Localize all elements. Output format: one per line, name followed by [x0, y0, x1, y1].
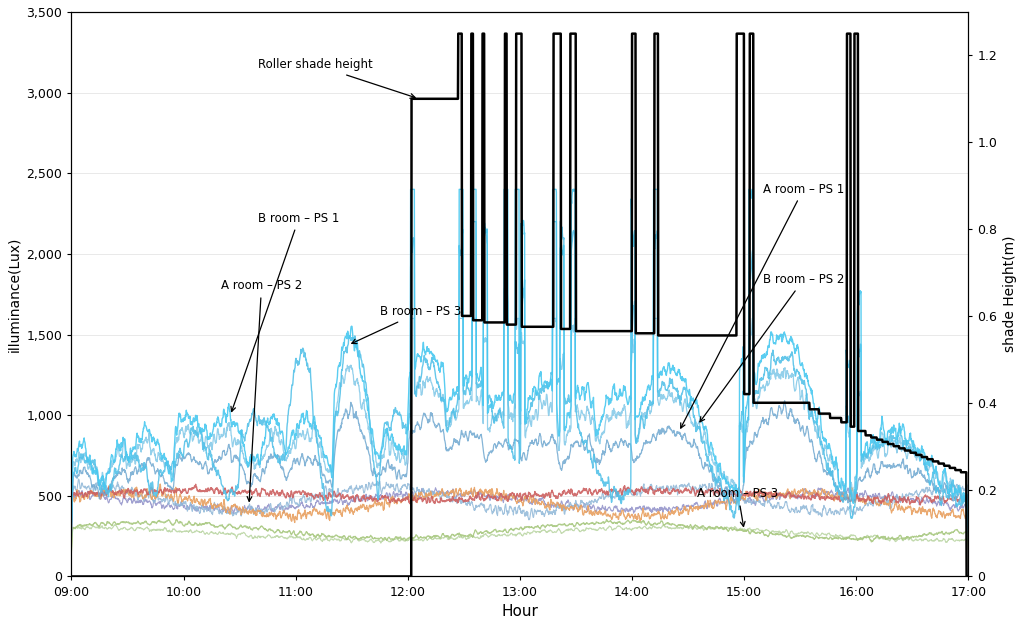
Text: A room – PS 1: A room – PS 1 [681, 183, 844, 428]
Text: A room – PS 2: A room – PS 2 [221, 279, 302, 501]
Text: B room – PS 3: B room – PS 3 [352, 305, 461, 344]
Y-axis label: illuminance(Lux): illuminance(Lux) [7, 237, 20, 352]
Text: B room – PS 1: B room – PS 1 [231, 212, 340, 411]
Text: A room – PS 3: A room – PS 3 [697, 488, 778, 526]
X-axis label: Hour: Hour [502, 604, 539, 619]
Y-axis label: shade Height(m): shade Height(m) [1004, 236, 1017, 352]
Text: B room – PS 2: B room – PS 2 [700, 273, 844, 422]
Text: Roller shade height: Roller shade height [258, 58, 415, 98]
